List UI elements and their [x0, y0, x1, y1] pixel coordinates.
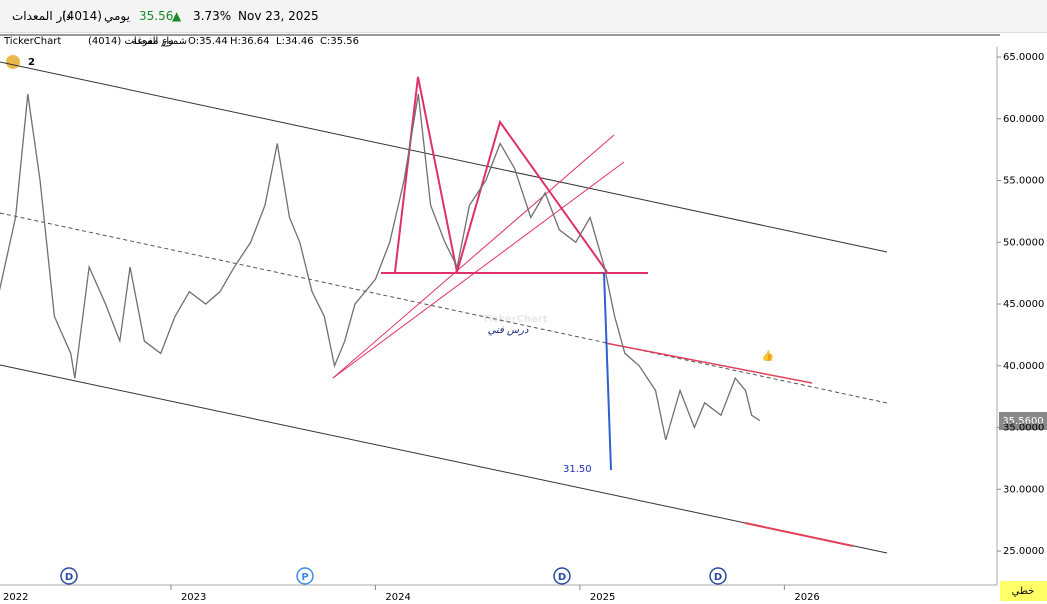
y-tick-label: 30.0000: [1003, 484, 1044, 495]
chart: TickerChart دار المعدات (4014) شموع مفرغ…: [0, 33, 1047, 604]
up-arrow: ▲: [172, 9, 182, 23]
info-source: TickerChart: [3, 36, 61, 47]
watermark: TickerChart: [482, 314, 547, 325]
info-close: C:35.56: [320, 36, 359, 47]
trend-line: [332, 134, 615, 379]
trend-line: [332, 161, 625, 379]
date: Nov 23, 2025: [238, 9, 319, 23]
price-tag: [999, 412, 1047, 430]
price-line: [0, 93, 761, 441]
x-tick-label: 2023: [181, 592, 206, 603]
thumb-icon: 👍: [762, 349, 774, 362]
last-price: 35.5600: [1002, 416, 1043, 427]
x-tick-label: 2024: [385, 592, 410, 603]
symbol: (4014): [62, 9, 102, 23]
info-name: دار المعدات (4014): [88, 36, 174, 47]
y-tick-label: 25.0000: [1003, 546, 1044, 557]
info-style: شموع مفرغة: [132, 36, 187, 47]
y-tick-label: 45.0000: [1003, 299, 1044, 310]
bell-icon[interactable]: [6, 55, 20, 69]
channel-upper: [0, 61, 888, 253]
channel-lower: [0, 364, 888, 554]
alert-count: 2: [28, 57, 35, 68]
y-tick-label: 35.0000: [1003, 423, 1044, 434]
header: دار المعدات (4014) يومي 35.56 ▲ 3.73% No…: [0, 0, 1047, 33]
price: 35.56: [139, 9, 174, 23]
y-tick-label: 50.0000: [1003, 237, 1044, 248]
event-marker: [296, 567, 314, 585]
event-label: D: [558, 572, 566, 583]
event-label: P: [301, 572, 308, 583]
y-tick-label: 60.0000: [1003, 114, 1044, 125]
info-low: L:34.46: [276, 36, 314, 47]
mode-label: خطي: [1012, 586, 1035, 597]
y-tick-label: 55.0000: [1003, 176, 1044, 187]
y-tick-label: 40.0000: [1003, 361, 1044, 372]
x-tick-label: 2022: [3, 592, 28, 603]
stock-name: دار المعدات: [12, 9, 71, 23]
y-tick-label: 65.0000: [1003, 52, 1044, 63]
info-open: O:35.44: [188, 36, 228, 47]
red-line: [604, 342, 813, 384]
info-high: H:36.64: [230, 36, 270, 47]
mode-button[interactable]: [1000, 581, 1047, 601]
note: درس فني: [488, 325, 529, 336]
event-marker: [553, 567, 571, 585]
event-label: D: [65, 572, 73, 583]
event-marker: [60, 567, 78, 585]
x-tick-label: 2025: [590, 592, 615, 603]
event-label: D: [714, 572, 722, 583]
event-marker: [709, 567, 727, 585]
target-label: 31.50: [563, 464, 592, 475]
period: يومي: [104, 9, 130, 23]
red-line: [744, 522, 854, 547]
change: 3.73%: [193, 9, 232, 23]
x-tick-label: 2026: [794, 592, 819, 603]
target-line: [603, 272, 612, 471]
